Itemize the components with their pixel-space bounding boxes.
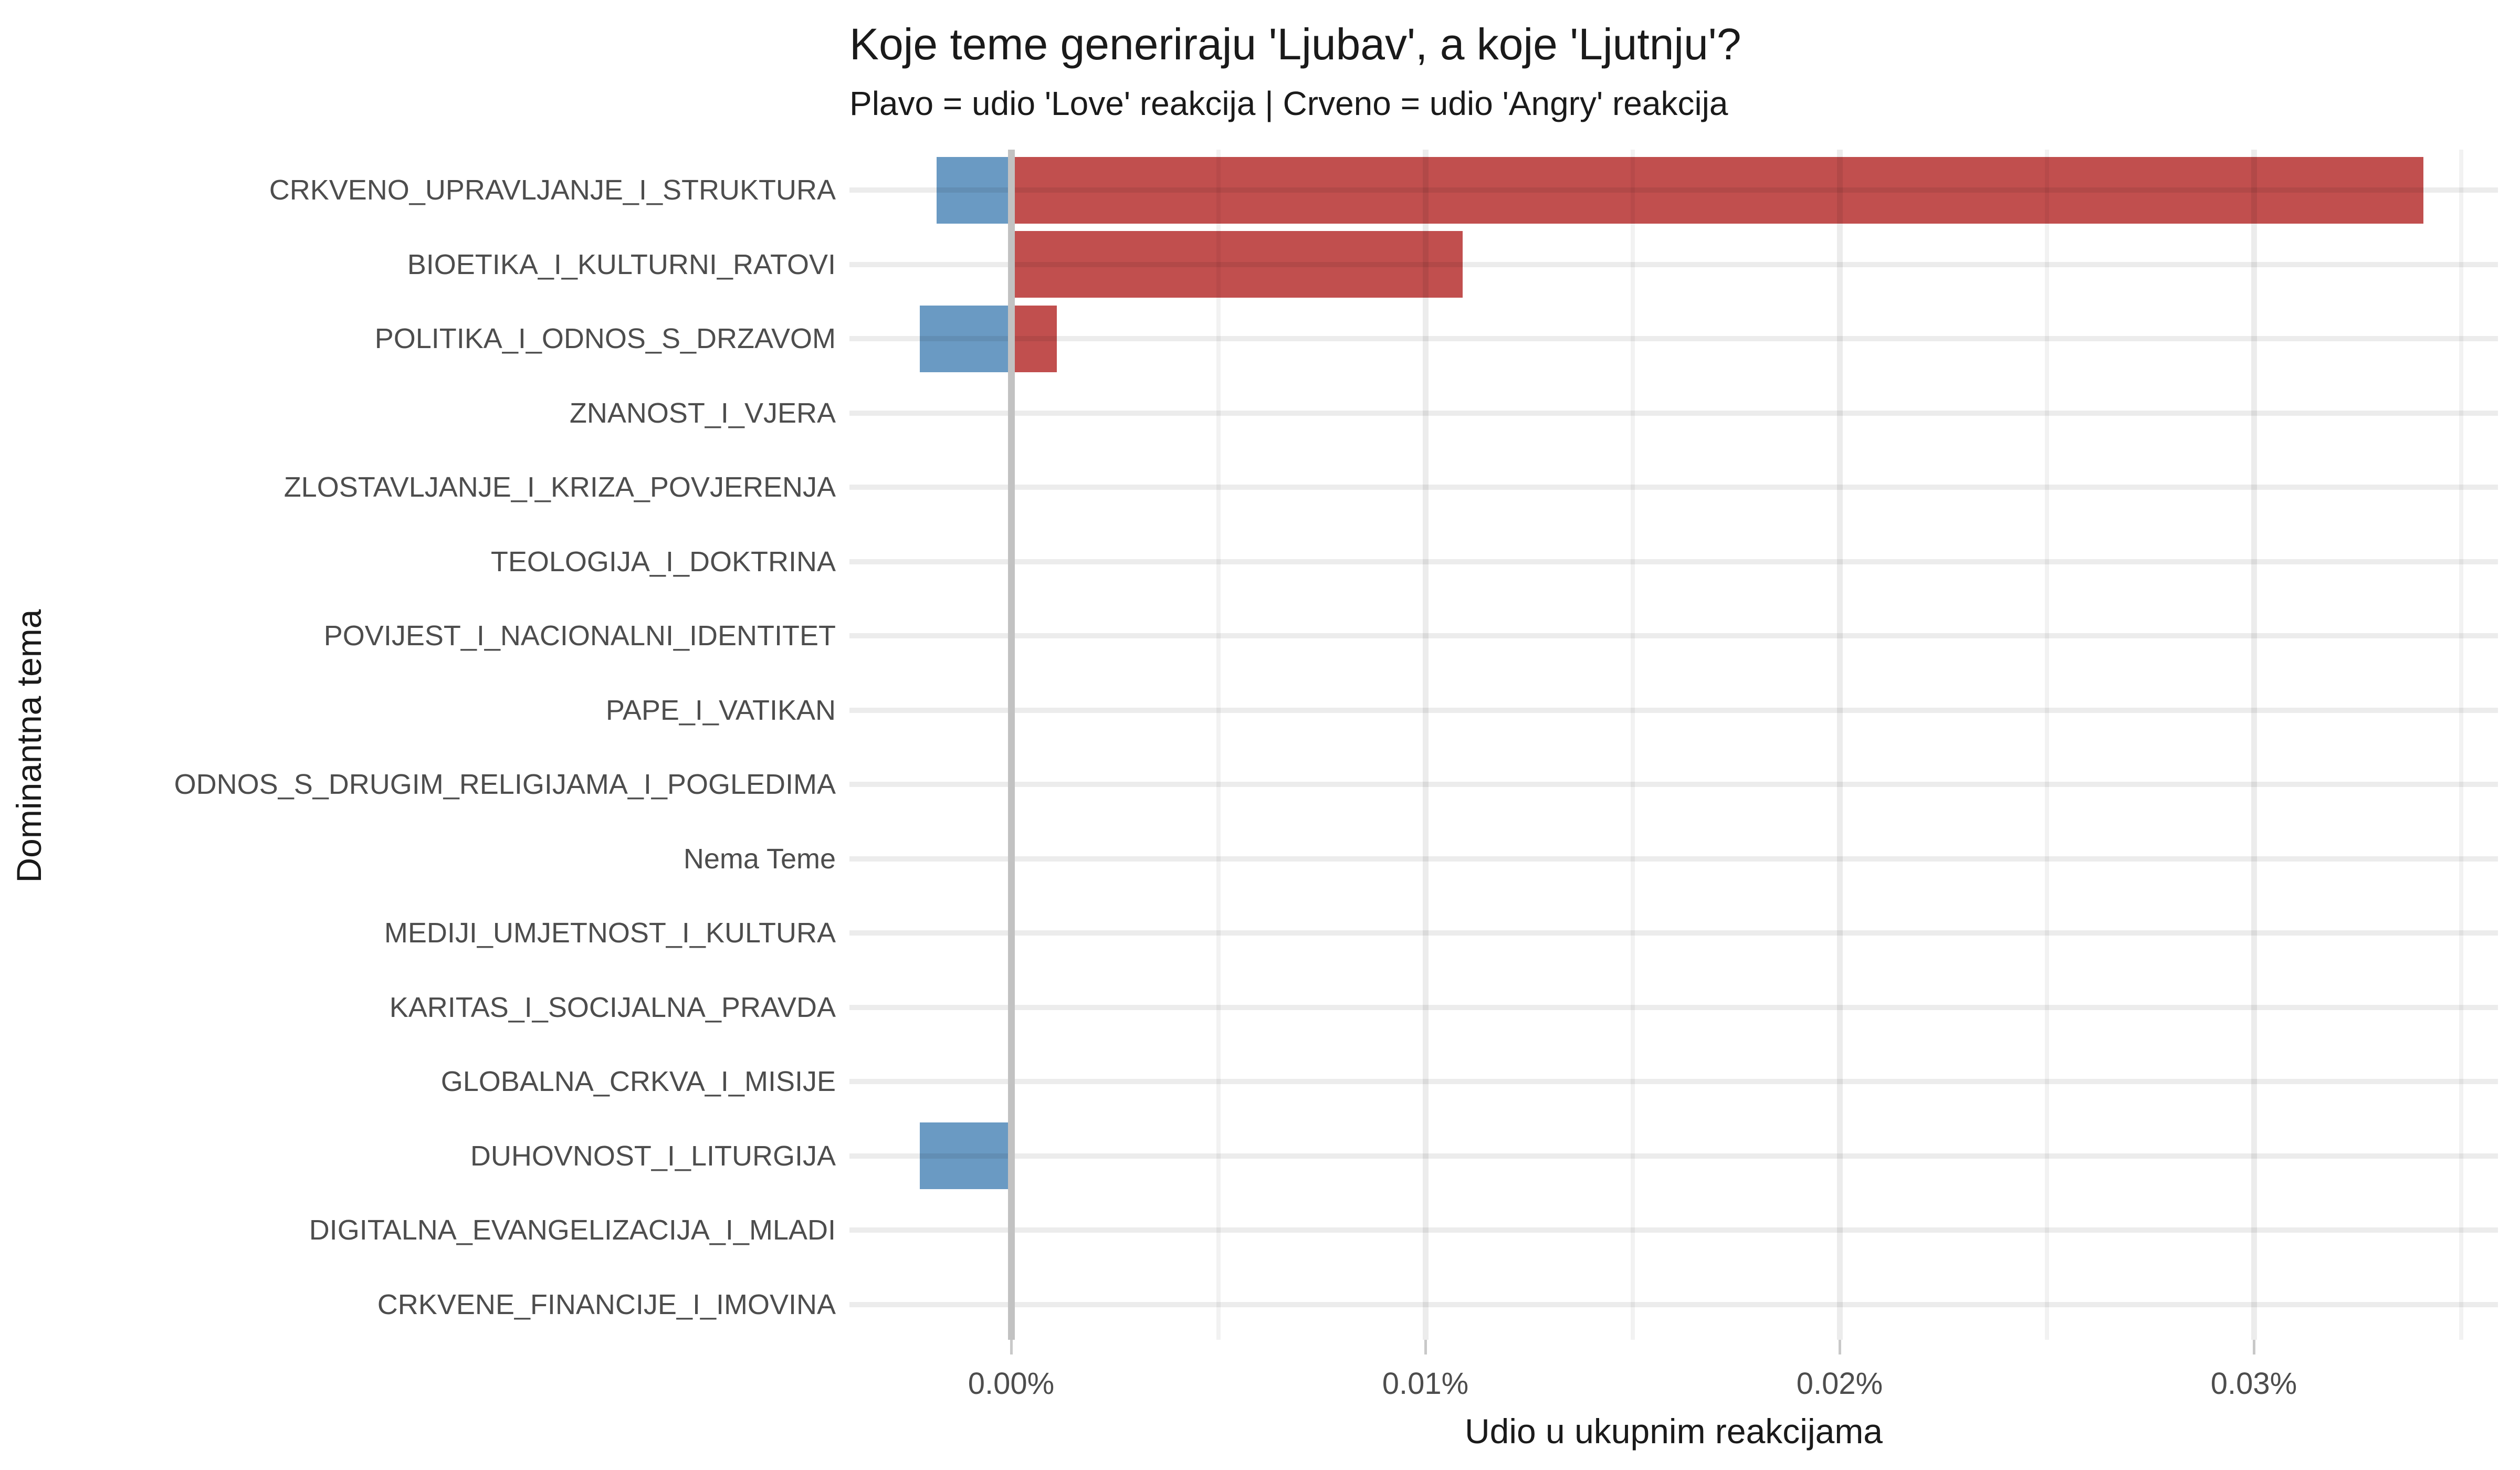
gridline-h — [849, 707, 2498, 713]
gridline-v-minor — [2459, 150, 2463, 1340]
gridline-h — [849, 187, 2498, 193]
gridline-h — [849, 1153, 2498, 1159]
love-bar — [920, 1122, 1011, 1189]
chart-subtitle: Plavo = udio 'Love' reakcija | Crveno = … — [849, 85, 1728, 122]
love-bar — [920, 305, 1011, 372]
gridline-v-minor — [2044, 150, 2049, 1340]
category-label: PAPE_I_VATIKAN — [605, 694, 836, 726]
gridline-h — [849, 1004, 2498, 1010]
angry-bar — [1011, 156, 2424, 224]
x-tick-label: 0.02% — [1796, 1367, 1883, 1401]
gridline-h — [849, 336, 2498, 341]
gridline-v-major — [1836, 150, 1843, 1340]
gridline-h — [849, 1227, 2498, 1233]
category-label: TEOLOGIJA_I_DOKTRINA — [490, 545, 836, 578]
category-label: DUHOVNOST_I_LITURGIJA — [470, 1140, 836, 1172]
gridline-v-major — [2251, 150, 2257, 1340]
category-label: MEDIJI_UMJETNOST_I_KULTURA — [384, 917, 836, 949]
gridline-h — [849, 410, 2498, 416]
x-axis-title: Udio u ukupnim reakcijama — [1464, 1412, 1883, 1451]
gridline-h — [849, 261, 2498, 267]
x-tick-mark — [2252, 1340, 2255, 1354]
x-tick-mark — [1838, 1340, 1841, 1354]
category-label: POLITIKA_I_ODNOS_S_DRZAVOM — [374, 323, 836, 354]
category-label: ZNANOST_I_VJERA — [569, 397, 836, 429]
category-label: DIGITALNA_EVANGELIZACIJA_I_MLADI — [309, 1214, 836, 1246]
category-label: POVIJEST_I_NACIONALNI_IDENTITET — [323, 620, 836, 652]
gridline-h — [849, 782, 2498, 787]
category-label: Nema Teme — [683, 843, 836, 875]
gridline-h — [849, 1301, 2498, 1307]
category-label: GLOBALNA_CRKVA_I_MISIJE — [440, 1066, 836, 1097]
x-tick-mark — [1424, 1340, 1427, 1354]
gridline-v-minor — [1216, 150, 1221, 1340]
gridline-v-major — [1422, 150, 1429, 1340]
love-bar — [936, 156, 1011, 224]
x-tick-label: 0.01% — [1382, 1367, 1469, 1401]
gridline-v-minor — [1630, 150, 1635, 1340]
category-label: ODNOS_S_DRUGIM_RELIGIJAMA_I_POGLEDIMA — [174, 769, 836, 800]
category-label: KARITAS_I_SOCIJALNA_PRAVDA — [389, 991, 836, 1023]
gridline-h — [849, 633, 2498, 638]
category-label: BIOETIKA_I_KULTURNI_RATOVI — [407, 248, 836, 280]
angry-bar — [1011, 231, 1463, 298]
gridline-h — [849, 856, 2498, 862]
category-label: CRKVENE_FINANCIJE_I_IMOVINA — [377, 1288, 836, 1320]
x-tick-label: 0.03% — [2210, 1367, 2297, 1401]
angry-bar — [1011, 305, 1057, 372]
x-tick-label: 0.00% — [968, 1367, 1055, 1401]
category-label: CRKVENO_UPRAVLJANJE_I_STRUKTURA — [269, 174, 836, 206]
zero-line — [1007, 150, 1015, 1340]
gridline-h — [849, 485, 2498, 490]
gridline-h — [849, 930, 2498, 936]
gridline-h — [849, 1079, 2498, 1084]
gridline-h — [849, 559, 2498, 564]
chart-title: Koje teme generiraju 'Ljubav', a koje 'L… — [849, 19, 1741, 69]
x-tick-mark — [1010, 1340, 1013, 1354]
category-label: ZLOSTAVLJANJE_I_KRIZA_POVJERENJA — [284, 471, 836, 503]
